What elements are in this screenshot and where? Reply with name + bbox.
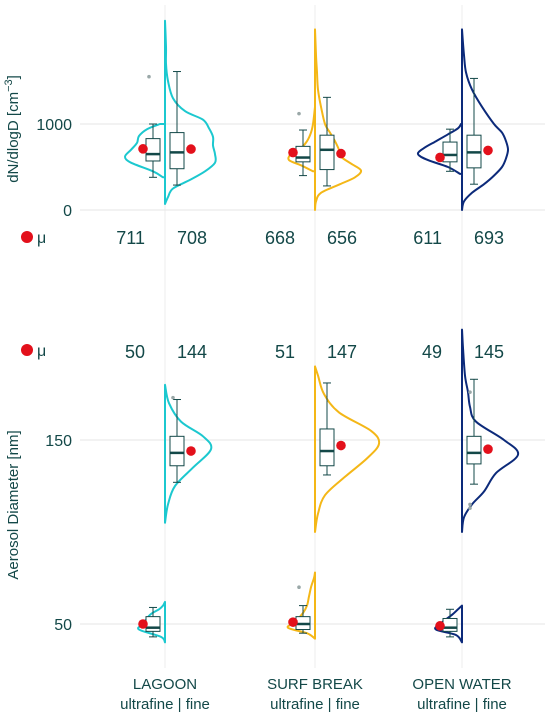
- mean-value-ultrafine: 711: [116, 228, 145, 248]
- y-axis-label: Aerosol Diameter [nm]: [5, 430, 22, 579]
- y-axis-label-text: dN/dlogD [cm: [5, 92, 22, 183]
- mean-value-fine: 147: [327, 342, 357, 362]
- mean-value-fine: 144: [177, 342, 207, 362]
- box-outlier-ultrafine: [297, 111, 301, 116]
- box-outlier-fine: [468, 502, 472, 507]
- mean-marker-ultrafine: [288, 617, 298, 627]
- mean-marker-ultrafine: [138, 144, 148, 154]
- box-outlier-ultrafine: [147, 74, 151, 79]
- y-axis-label-superscript: −3: [3, 79, 15, 92]
- y-axis-label-tail: ]: [5, 75, 22, 79]
- mean-marker-ultrafine: [435, 152, 445, 163]
- violin-fine: [461, 328, 520, 533]
- box-iqr-fine: [466, 435, 482, 465]
- violin-ultrafine: [416, 123, 463, 175]
- mean-markers: [21, 144, 493, 631]
- mean-marker-fine: [483, 444, 493, 455]
- mean-marker-fine: [483, 145, 493, 156]
- labels: 0 1000 dN/dlogD [cm−3] μ 711 708 668 656 611 693 5…: [3, 75, 512, 713]
- box-iqr-ultrafine: [295, 145, 311, 163]
- mean-value-ultrafine: 611: [413, 228, 442, 248]
- mean-value-fine: 145: [474, 342, 504, 362]
- violin-ultrafine: [286, 571, 316, 640]
- y-tick-label: 0: [63, 203, 72, 220]
- x-group-sublabel: ultrafine | fine: [270, 696, 360, 713]
- violins: [124, 19, 520, 644]
- mean-value-ultrafine: 50: [125, 342, 145, 362]
- mean-value-fine: 708: [177, 228, 207, 248]
- x-group-sublabel: ultrafine | fine: [120, 696, 210, 713]
- box-outlier-fine: [171, 395, 175, 400]
- x-group-sublabel: ultrafine | fine: [417, 696, 507, 713]
- x-group-label: SURF BREAK: [267, 676, 363, 693]
- box-iqr-ultrafine: [442, 141, 458, 163]
- mean-value-fine: 656: [327, 228, 357, 248]
- y-axis-label-text: Aerosol Diameter [nm]: [5, 430, 22, 579]
- mean-marker-fine: [336, 148, 346, 159]
- x-group-label: OPEN WATER: [412, 676, 511, 693]
- violin-fine: [164, 383, 213, 524]
- y-tick-label: 1000: [36, 117, 72, 134]
- mean-value-ultrafine: 51: [275, 342, 295, 362]
- mean-value-ultrafine: 668: [265, 228, 295, 248]
- box-outlier-fine: [468, 390, 472, 394]
- mean-value-ultrafine: 49: [422, 342, 442, 362]
- violin-fine: [314, 365, 381, 533]
- violin-fine: [461, 28, 509, 211]
- gridlines: [80, 5, 545, 668]
- mean-marker-ultrafine: [138, 619, 148, 629]
- box-iqr-ultrafine: [145, 616, 161, 632]
- box-iqr-ultrafine: [145, 138, 161, 162]
- legend-mean-marker: [21, 231, 33, 243]
- box-outlier-fine: [468, 506, 472, 510]
- box-plots: [145, 71, 482, 638]
- violin-fine: [164, 19, 217, 205]
- y-tick-label: 150: [45, 433, 72, 450]
- mean-value-fine: 693: [474, 228, 504, 248]
- mean-marker-fine: [336, 440, 346, 451]
- mean-marker-fine: [186, 446, 196, 456]
- box-iqr-fine: [319, 428, 335, 467]
- x-group-label: LAGOON: [133, 676, 197, 693]
- mean-marker-ultrafine: [288, 147, 298, 158]
- legend-mean-label: μ: [37, 230, 46, 247]
- mean-marker-ultrafine: [435, 621, 445, 631]
- box-outlier-ultrafine: [297, 585, 301, 589]
- mean-marker-fine: [186, 144, 196, 154]
- legend-mean-marker: [21, 344, 33, 356]
- box-iqr-fine: [319, 134, 335, 171]
- box-iqr-fine: [169, 435, 185, 467]
- y-axis-label: dN/dlogD [cm−3]: [3, 75, 22, 183]
- legend-mean-label: μ: [37, 343, 46, 360]
- violin-ultrafine: [124, 123, 166, 179]
- box-iqr-fine: [169, 132, 185, 170]
- box-iqr-ultrafine: [442, 617, 458, 632]
- violin-fine: [314, 28, 363, 211]
- y-tick-label: 50: [54, 617, 72, 634]
